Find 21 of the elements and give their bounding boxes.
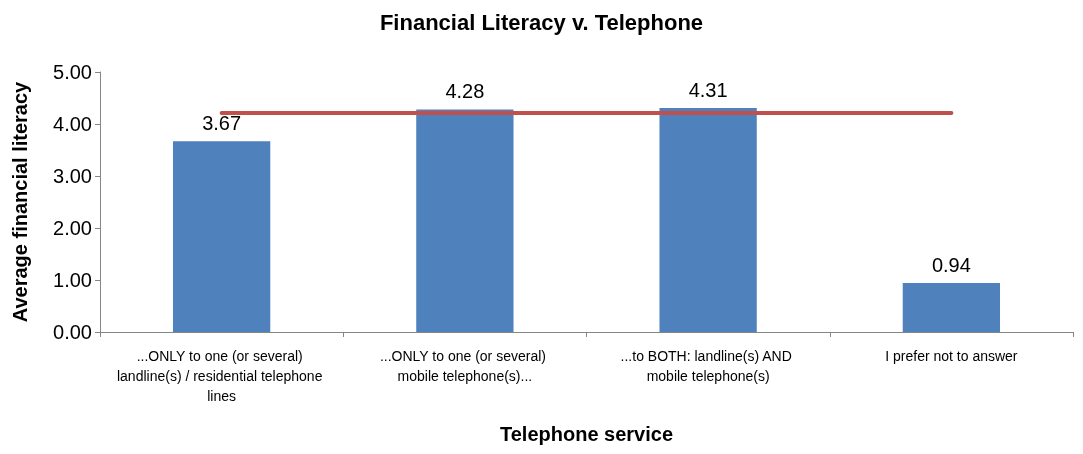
bar: [902, 283, 1001, 332]
y-tick-label: 2.00: [53, 217, 92, 239]
bar: [659, 107, 757, 332]
data-label: 0.94: [931, 254, 971, 277]
y-tick-label: 0.00: [53, 321, 92, 343]
y-tick-label: 1.00: [53, 269, 92, 291]
x-tick-label: I prefer not to answer: [885, 348, 1018, 364]
chart-title: Financial Literacy v. Telephone: [379, 9, 704, 35]
y-axis-title: Average financial literacy: [9, 80, 31, 323]
y-tick-label: 4.00: [53, 113, 92, 135]
x-tick-label: ...ONLY to one (or several) mobile telephone(s)...: [379, 348, 550, 384]
data-label: 4.31: [688, 78, 728, 101]
y-tick-label: 3.00: [53, 165, 92, 187]
bar: [172, 141, 271, 332]
x-tick-label: ...to BOTH: landline(s) AND mobile telephone(s): [620, 348, 796, 384]
y-tick-label: 5.00: [53, 61, 92, 83]
data-label: 4.28: [445, 80, 485, 103]
x-tick-label: ...ONLY to one (or several) landline(s) / residential telephone lines: [116, 348, 327, 404]
x-axis-title: Telephone service: [499, 423, 674, 445]
bar: [416, 109, 514, 332]
data-label: 3.67: [202, 112, 242, 135]
